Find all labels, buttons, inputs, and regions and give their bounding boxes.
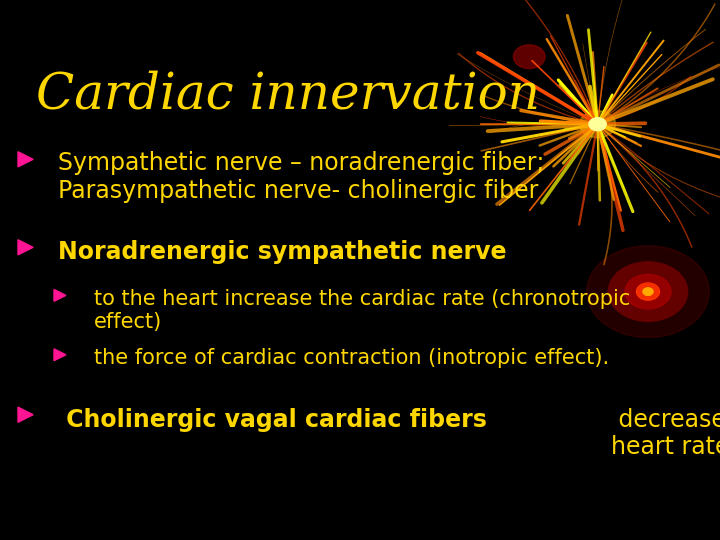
Text: decrease the
heart rate.: decrease the heart rate. (611, 408, 720, 460)
Circle shape (608, 262, 688, 321)
Text: the force of cardiac contraction (inotropic effect).: the force of cardiac contraction (inotro… (94, 348, 608, 368)
Circle shape (643, 288, 653, 295)
Circle shape (513, 45, 545, 69)
Circle shape (636, 283, 660, 300)
Polygon shape (54, 289, 66, 301)
Text: Cardiac innervation: Cardiac innervation (36, 70, 540, 120)
Circle shape (580, 111, 616, 138)
Text: Sympathetic nerve – noradrenergic fiber;
Parasympathetic nerve- cholinergic fibe: Sympathetic nerve – noradrenergic fiber;… (58, 151, 544, 203)
Text: Cholinergic vagal cardiac fibers: Cholinergic vagal cardiac fibers (58, 408, 487, 431)
Circle shape (587, 246, 709, 338)
Circle shape (625, 274, 671, 309)
Polygon shape (18, 407, 33, 422)
Polygon shape (54, 349, 66, 361)
Polygon shape (18, 152, 33, 167)
Polygon shape (18, 240, 33, 255)
Circle shape (589, 118, 606, 131)
Text: to the heart increase the cardiac rate (chronotropic
effect): to the heart increase the cardiac rate (… (94, 289, 630, 332)
Text: Noradrenergic sympathetic nerve: Noradrenergic sympathetic nerve (58, 240, 506, 264)
